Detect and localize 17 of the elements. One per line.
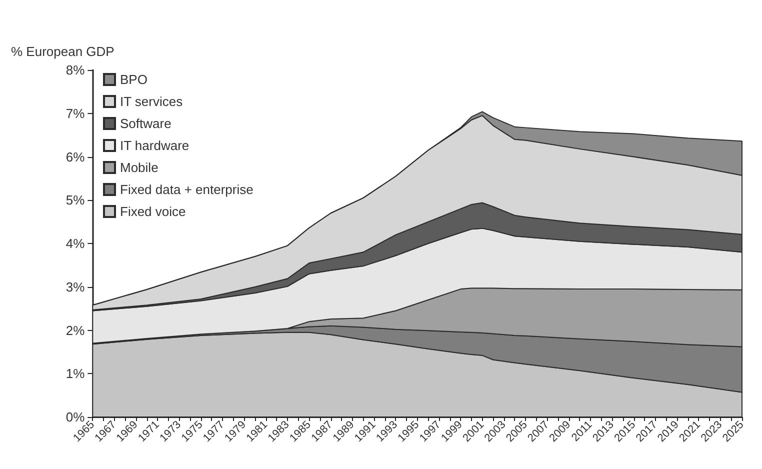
y-tick-label: 1% bbox=[66, 366, 86, 382]
legend-label: Fixed data + enterprise bbox=[120, 182, 254, 197]
legend-label: IT services bbox=[120, 94, 184, 109]
legend-label: Software bbox=[120, 116, 172, 131]
y-tick-label: 6% bbox=[66, 149, 86, 164]
y-tick-label: 4% bbox=[66, 236, 86, 251]
y-tick-label: 5% bbox=[66, 192, 86, 208]
y-tick-label: 2% bbox=[66, 322, 86, 338]
y-axis-title: % European GDP bbox=[10, 44, 114, 59]
legend-label: Fixed voice bbox=[120, 204, 186, 219]
y-tick-label: 7% bbox=[66, 106, 86, 121]
y-tick-label: 3% bbox=[66, 279, 86, 294]
legend-label: BPO bbox=[120, 72, 148, 87]
y-tick-label: 0% bbox=[66, 410, 86, 424]
y-tick-label: 8% bbox=[66, 62, 86, 78]
legend-label: IT hardware bbox=[120, 138, 190, 153]
legend-label: Mobile bbox=[120, 160, 158, 175]
